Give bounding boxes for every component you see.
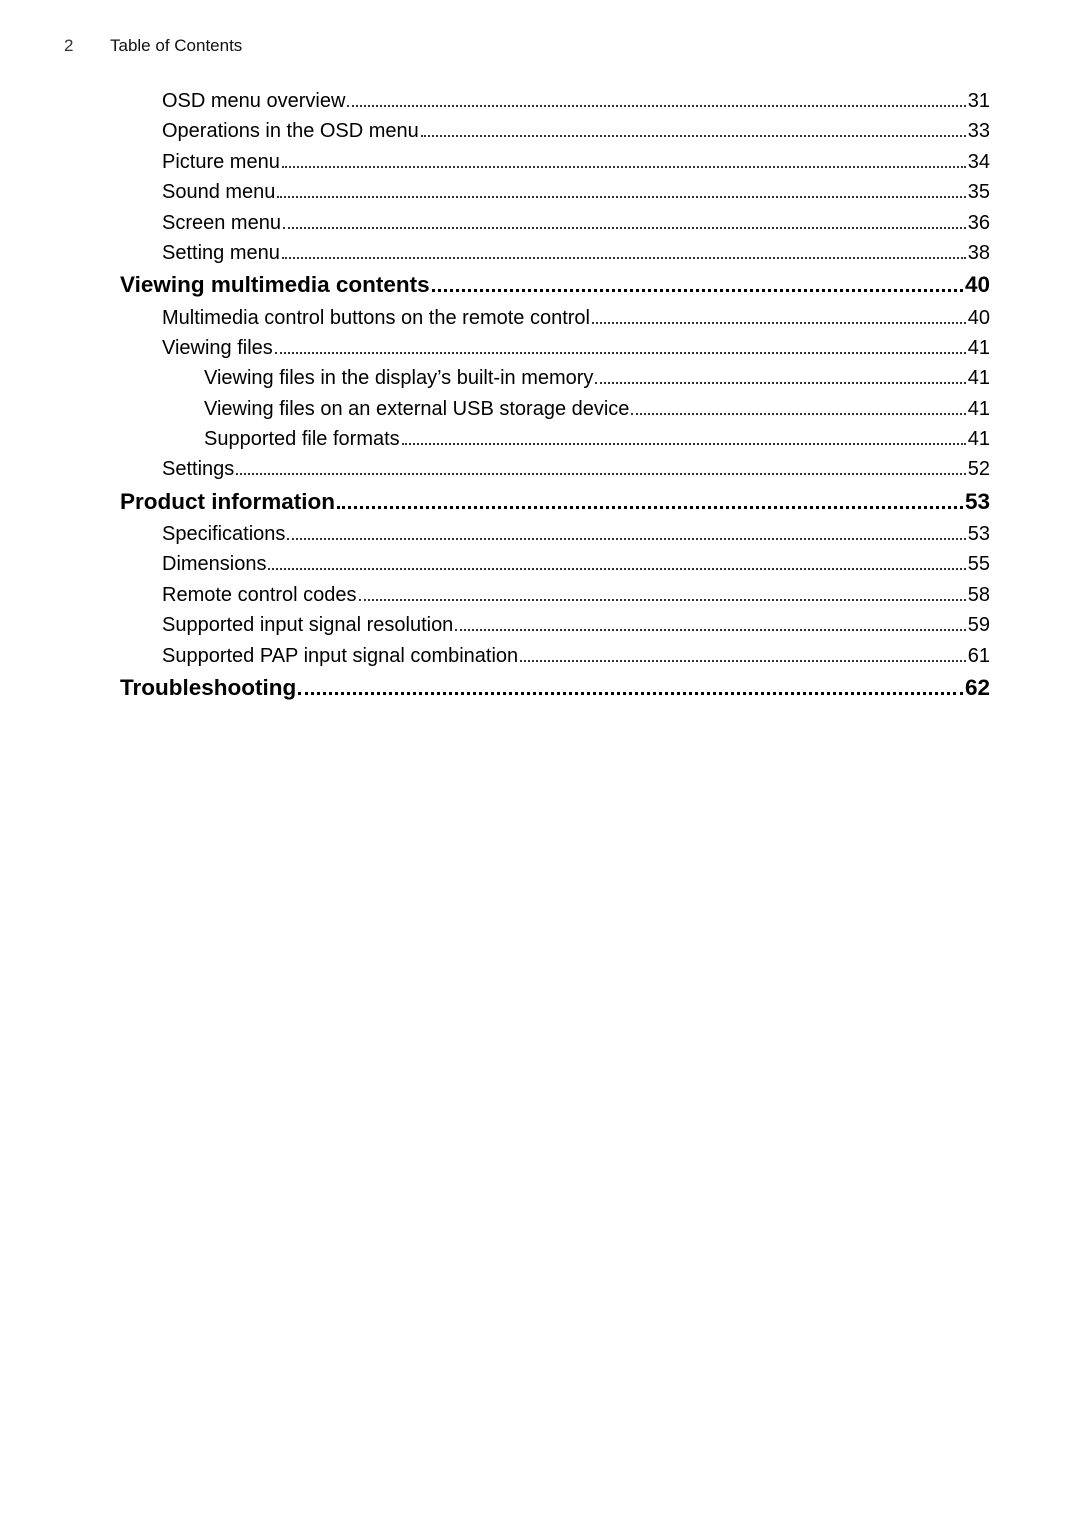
toc-entry-title: Viewing files on an external USB storage… <box>204 394 629 424</box>
toc-entry-title: OSD menu overview <box>162 86 345 116</box>
toc-entry-page: 55 <box>968 549 990 579</box>
page-header: 2 Table of Contents <box>0 0 1080 56</box>
toc-leader-dots <box>347 91 965 107</box>
toc-leader-dots <box>298 677 963 695</box>
toc-entry-page: 33 <box>968 116 990 146</box>
toc-entry: Troubleshooting 62 <box>120 671 990 705</box>
toc-leader-dots <box>595 369 965 385</box>
toc-entry-page: 53 <box>965 485 990 519</box>
header-title: Table of Contents <box>110 36 242 56</box>
toc-leader-dots <box>359 585 966 601</box>
toc-entry: Specifications 53 <box>162 519 990 549</box>
toc-entry: Viewing multimedia contents 40 <box>120 268 990 302</box>
toc-entry: Dimensions 55 <box>162 549 990 579</box>
toc-leader-dots <box>421 122 966 138</box>
toc-entry: Supported PAP input signal combination 61 <box>162 641 990 671</box>
toc-entry: Setting menu 38 <box>162 238 990 268</box>
toc-entry-title: Dimensions <box>162 549 266 579</box>
toc-entry-page: 62 <box>965 671 990 705</box>
toc-entry: Viewing files on an external USB storage… <box>204 394 990 424</box>
toc-leader-dots <box>282 152 966 168</box>
toc-leader-dots <box>277 183 965 199</box>
toc-entry-page: 40 <box>968 303 990 333</box>
toc-leader-dots <box>402 430 966 446</box>
toc-entry: Operations in the OSD menu 33 <box>162 116 990 146</box>
toc-leader-dots <box>236 460 965 476</box>
toc-leader-dots <box>275 338 966 354</box>
toc-leader-dots <box>282 243 966 259</box>
toc-entry-title: Specifications <box>162 519 285 549</box>
toc-entry-page: 41 <box>968 333 990 363</box>
toc-entry: Viewing files in the display’s built-in … <box>204 363 990 393</box>
toc-entry-page: 59 <box>968 610 990 640</box>
toc-entry-page: 36 <box>968 208 990 238</box>
toc-entry: Settings 52 <box>162 454 990 484</box>
toc-entry: Sound menu 35 <box>162 177 990 207</box>
toc-entry-title: Viewing files <box>162 333 273 363</box>
toc-entry-page: 35 <box>968 177 990 207</box>
toc-leader-dots <box>337 491 963 509</box>
toc-entry: Product information 53 <box>120 485 990 519</box>
toc-leader-dots <box>520 646 966 662</box>
toc-entry-title: Troubleshooting <box>120 671 296 705</box>
toc-entry: Screen menu 36 <box>162 208 990 238</box>
toc-entry-title: Picture menu <box>162 147 280 177</box>
toc-entry-title: Remote control codes <box>162 580 357 610</box>
toc-entry-title: Multimedia control buttons on the remote… <box>162 303 590 333</box>
toc-entry-page: 61 <box>968 641 990 671</box>
toc-entry: Viewing files 41 <box>162 333 990 363</box>
table-of-contents: OSD menu overview31Operations in the OSD… <box>120 86 990 705</box>
toc-leader-dots <box>268 555 965 571</box>
toc-leader-dots <box>432 275 963 293</box>
toc-entry: Supported file formats 41 <box>204 424 990 454</box>
toc-entry-page: 41 <box>968 424 990 454</box>
toc-entry-title: Supported file formats <box>204 424 400 454</box>
toc-entry-page: 52 <box>968 454 990 484</box>
toc-entry: Remote control codes 58 <box>162 580 990 610</box>
toc-entry-title: Supported input signal resolution <box>162 610 453 640</box>
toc-entry-title: Setting menu <box>162 238 280 268</box>
toc-entry-page: 58 <box>968 580 990 610</box>
toc-leader-dots <box>283 213 966 229</box>
toc-entry: Multimedia control buttons on the remote… <box>162 303 990 333</box>
toc-entry-title: Sound menu <box>162 177 275 207</box>
page-number: 2 <box>64 36 110 56</box>
toc-entry-page: 38 <box>968 238 990 268</box>
toc-entry: Picture menu 34 <box>162 147 990 177</box>
toc-entry-page: 41 <box>968 363 990 393</box>
toc-entry-title: Settings <box>162 454 234 484</box>
toc-entry-title: Viewing multimedia contents <box>120 268 430 302</box>
toc-entry-title: Product information <box>120 485 335 519</box>
toc-entry-page: 40 <box>965 268 990 302</box>
toc-entry-page: 31 <box>968 86 990 116</box>
toc-entry-title: Screen menu <box>162 208 281 238</box>
toc-entry-page: 53 <box>968 519 990 549</box>
toc-entry: OSD menu overview 31 <box>162 86 990 116</box>
toc-entry: Supported input signal resolution 59 <box>162 610 990 640</box>
toc-entry-page: 34 <box>968 147 990 177</box>
toc-leader-dots <box>455 616 965 632</box>
toc-leader-dots <box>287 524 965 540</box>
toc-leader-dots <box>592 308 966 324</box>
toc-entry-title: Operations in the OSD menu <box>162 116 419 146</box>
toc-entry-title: Supported PAP input signal combination <box>162 641 518 671</box>
toc-entry-title: Viewing files in the display’s built-in … <box>204 363 593 393</box>
toc-leader-dots <box>631 399 965 415</box>
toc-entry-page: 41 <box>968 394 990 424</box>
